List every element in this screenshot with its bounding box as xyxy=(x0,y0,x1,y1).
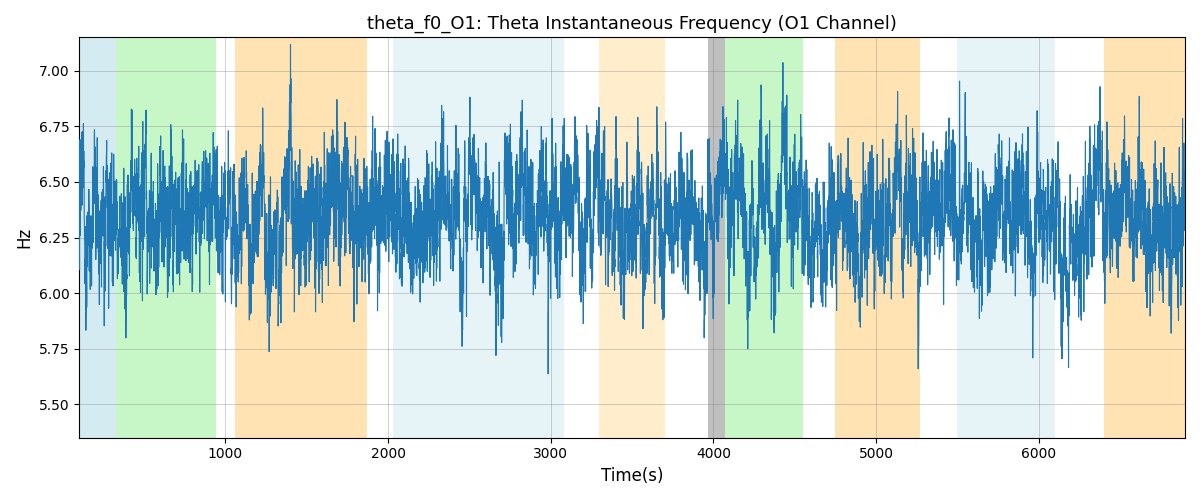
Bar xyxy=(958,38,1055,438)
Bar xyxy=(835,38,920,438)
Bar xyxy=(725,38,803,438)
Bar xyxy=(1104,38,1186,438)
Title: theta_f0_O1: Theta Instantaneous Frequency (O1 Channel): theta_f0_O1: Theta Instantaneous Frequen… xyxy=(367,15,896,34)
Bar xyxy=(79,38,116,438)
Y-axis label: Hz: Hz xyxy=(14,227,32,248)
Bar xyxy=(116,38,216,438)
Bar xyxy=(600,38,665,438)
Bar xyxy=(235,38,367,438)
Bar xyxy=(708,38,725,438)
X-axis label: Time(s): Time(s) xyxy=(601,467,664,485)
Bar xyxy=(392,38,564,438)
